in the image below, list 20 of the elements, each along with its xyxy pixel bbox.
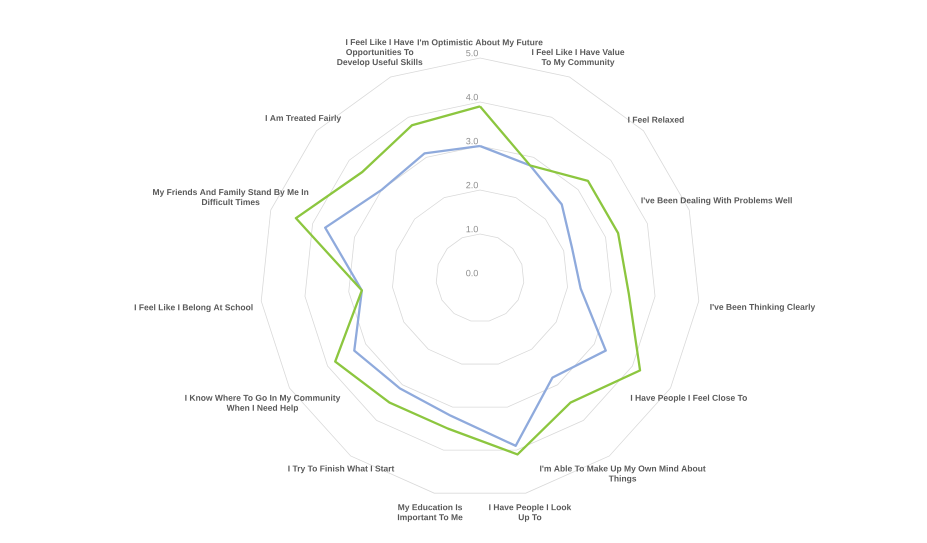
y-tick-label: 4.0 (466, 94, 478, 100)
y-tick-label: 0.0 (466, 270, 478, 276)
spoke-label: My Education Is Important To Me (398, 504, 463, 522)
spoke-label: I Am Treated Fairly (266, 114, 342, 123)
y-tick-label: 5.0 (466, 50, 478, 56)
spoke-label: I've Been Thinking Clearly (710, 304, 816, 312)
spoke-label: I Have People I Look Up To (489, 504, 572, 522)
y-tick-label: 3.0 (466, 138, 478, 144)
spoke-label: My Friends And Family Stand By Me In Difficult Times (153, 188, 308, 206)
y-tick-label: 2.0 (466, 182, 478, 188)
spoke-label: I Feel Relaxed (628, 116, 684, 123)
spoke-label: I Try To Finish What I Start (288, 465, 394, 474)
spoke-label: I Feel Like I Belong At School (134, 304, 253, 312)
spoke-label: I've Been Dealing With Problems Well (641, 197, 792, 206)
spoke-label: I Know Where To Go In My Community When I Need Help (185, 394, 340, 412)
spoke-label: I Feel Like I Have Value To My Community (532, 48, 624, 67)
spoke-label: I Have People I Feel Close To (630, 394, 747, 402)
spoke-label: I'm Able To Make Up My Own Mind About Things (540, 465, 706, 484)
y-tick-label: 1.0 (466, 226, 478, 232)
spoke-label: I'm Optimistic About My Future (418, 39, 543, 47)
